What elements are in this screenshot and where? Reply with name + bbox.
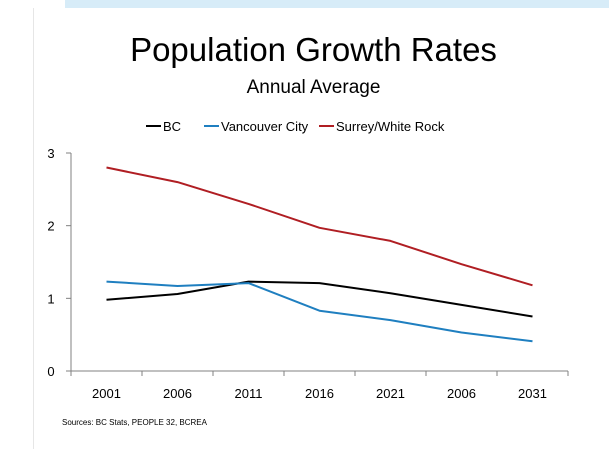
series-line-vancouver-city — [106, 280, 533, 343]
x-tick-label: 2001 — [92, 386, 121, 401]
x-tick-label: 2006 — [447, 386, 476, 401]
x-tick-label: 2021 — [376, 386, 405, 401]
x-tick-label: 2016 — [305, 386, 334, 401]
left-margin-rule — [33, 8, 34, 449]
series-line-surrey-white-rock — [106, 166, 533, 287]
chart-title: Population Growth Rates — [130, 31, 497, 68]
y-tick-label: 0 — [47, 364, 54, 379]
legend-label: Vancouver City — [221, 119, 309, 134]
legend-label: BC — [163, 119, 181, 134]
y-tick-label: 2 — [47, 219, 54, 234]
y-tick-label: 3 — [47, 146, 54, 161]
chart-subtitle: Annual Average — [246, 77, 381, 98]
x-tick-label: 2031 — [518, 386, 547, 401]
x-tick-label: 2006 — [163, 386, 192, 401]
source-note: Sources: BC Stats, PEOPLE 32, BCREA — [62, 418, 207, 427]
y-tick-label: 1 — [47, 291, 54, 306]
x-tick-label: 2011 — [235, 386, 263, 401]
legend-label: Surrey/White Rock — [336, 119, 445, 134]
series-line-bc — [106, 280, 533, 318]
header-accent-band — [65, 0, 609, 8]
